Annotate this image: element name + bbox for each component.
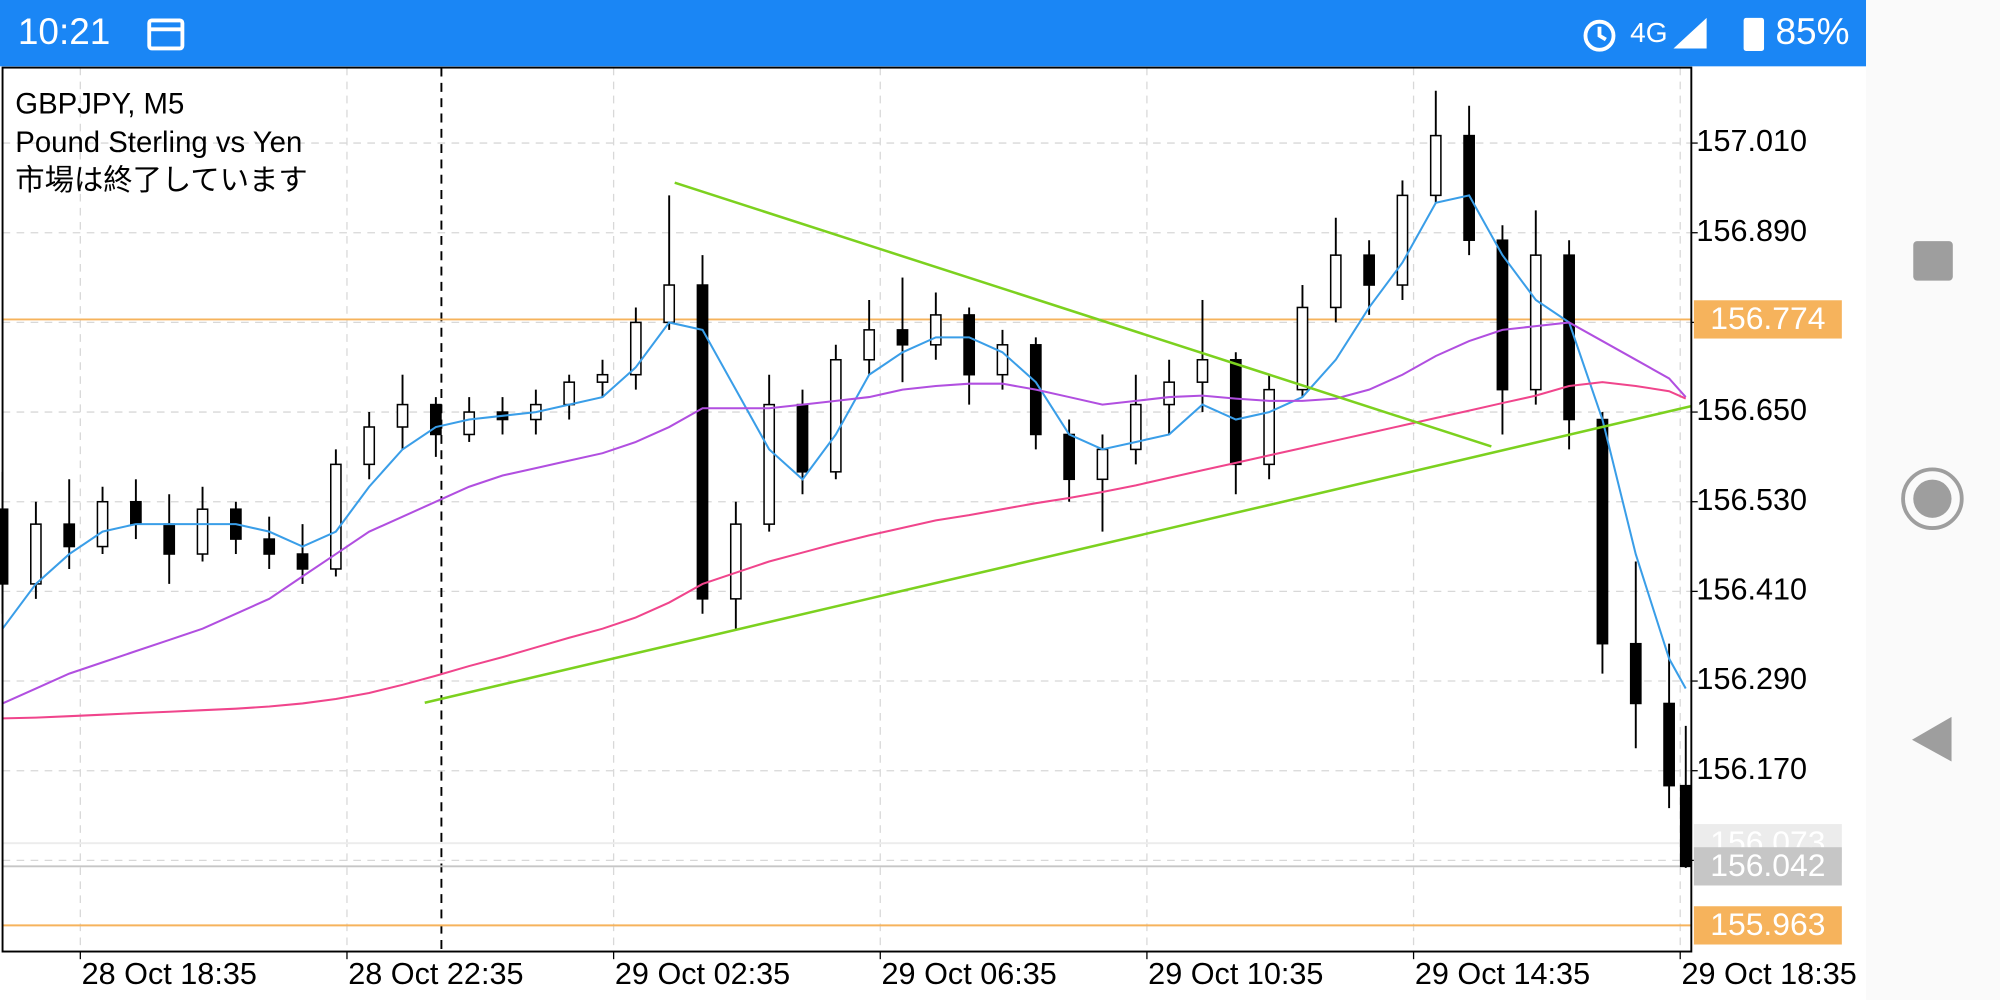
candle-body	[1679, 784, 1692, 868]
candle-body	[1296, 306, 1309, 391]
candle-body	[929, 314, 942, 346]
candle-body	[163, 523, 176, 555]
y-tick-label: 156.410	[1696, 572, 1807, 606]
home-button[interactable]	[1901, 467, 1964, 530]
x-tick-label: 28 Oct 22:35	[348, 957, 523, 991]
candle-body	[1529, 254, 1542, 391]
network-type: 4G	[1630, 17, 1667, 48]
candle-body	[96, 500, 109, 548]
market-status: 市場は終了しています	[15, 164, 307, 197]
chart-title: GBPJPY, M5	[15, 88, 184, 121]
candle-body	[1096, 448, 1109, 481]
y-tick-label: 156.650	[1696, 393, 1807, 427]
x-tick-label: 29 Oct 06:35	[882, 957, 1057, 991]
candle-body	[363, 426, 376, 466]
x-tick-label: 29 Oct 18:35	[1681, 957, 1856, 991]
candle-body	[30, 523, 42, 585]
candle-body	[1129, 403, 1142, 451]
candle-body	[896, 329, 909, 346]
signal-icon	[1673, 17, 1707, 49]
candle-body	[429, 403, 442, 436]
candle-body	[663, 284, 676, 324]
candle-body	[329, 463, 342, 570]
chart-subtitle: Pound Sterling vs Yen	[15, 126, 302, 159]
candle-body	[263, 538, 276, 555]
candle-body	[1563, 254, 1575, 421]
moving-average	[2, 381, 1687, 720]
candle-body	[63, 523, 76, 548]
price-level-label: 156.774	[1710, 300, 1825, 336]
candle-body	[130, 500, 142, 525]
candle-body	[296, 553, 309, 570]
candle-body	[1496, 239, 1509, 391]
candle-body	[1263, 388, 1275, 466]
candle-body	[1396, 194, 1409, 286]
status-bar	[0, 0, 1867, 67]
moving-average	[1, 194, 1687, 690]
trend-line	[424, 404, 1692, 704]
candle-body	[596, 373, 609, 383]
back-button[interactable]	[1911, 716, 1952, 762]
calendar-icon	[147, 18, 185, 51]
y-tick-label: 156.890	[1696, 214, 1807, 248]
price-level-box	[1693, 300, 1842, 339]
candle-body	[1363, 254, 1375, 286]
candle-body	[0, 508, 9, 585]
price-level-label: 155.963	[1710, 906, 1825, 942]
candle-body	[1063, 433, 1076, 481]
chart-frame	[1, 66, 1693, 953]
candle-body	[829, 358, 842, 473]
candle-body	[1196, 358, 1209, 383]
x-tick-label: 29 Oct 02:35	[615, 957, 790, 991]
moving-average	[2, 321, 1687, 705]
candle-body	[629, 321, 642, 376]
alarm-icon	[1583, 19, 1616, 52]
candle-body	[463, 411, 476, 436]
candle-body	[1163, 381, 1176, 406]
x-tick-label: 29 Oct 14:35	[1415, 957, 1590, 991]
price-level-label: 156.042	[1710, 847, 1825, 883]
trend-line	[674, 181, 1492, 448]
y-tick-label: 156.290	[1696, 662, 1807, 696]
candle-body	[963, 314, 976, 376]
status-time: 10:21	[18, 11, 111, 52]
candle-body	[196, 508, 209, 555]
candle-body	[1229, 358, 1242, 466]
y-tick-label: 156.530	[1696, 483, 1807, 517]
candle-body	[1429, 134, 1442, 197]
candle-body	[796, 403, 809, 473]
candle-body	[763, 403, 776, 525]
plot-area: 157.010156.890156.770156.650156.530156.4…	[0, 66, 1857, 991]
price-level-box	[1693, 847, 1842, 886]
candle-body	[1663, 702, 1675, 787]
candle-body	[1629, 642, 1642, 705]
battery-level: 85%	[1776, 11, 1850, 52]
candle-body	[1596, 418, 1609, 645]
recents-button[interactable]	[1913, 241, 1953, 281]
battery-icon	[1743, 17, 1765, 52]
y-tick-label: 157.010	[1696, 124, 1807, 158]
candle-body	[863, 329, 876, 361]
candle-body	[563, 381, 576, 406]
candle-body	[1463, 134, 1475, 241]
x-tick-label: 28 Oct 18:35	[82, 957, 257, 991]
candle-body	[1329, 254, 1342, 309]
x-tick-label: 29 Oct 10:35	[1148, 957, 1323, 991]
candle-body	[996, 344, 1009, 376]
candle-body	[696, 284, 709, 600]
price-level-box	[1693, 906, 1842, 945]
y-tick-label: 156.170	[1696, 752, 1807, 786]
candle-body	[729, 523, 742, 600]
candle-body	[396, 403, 409, 428]
